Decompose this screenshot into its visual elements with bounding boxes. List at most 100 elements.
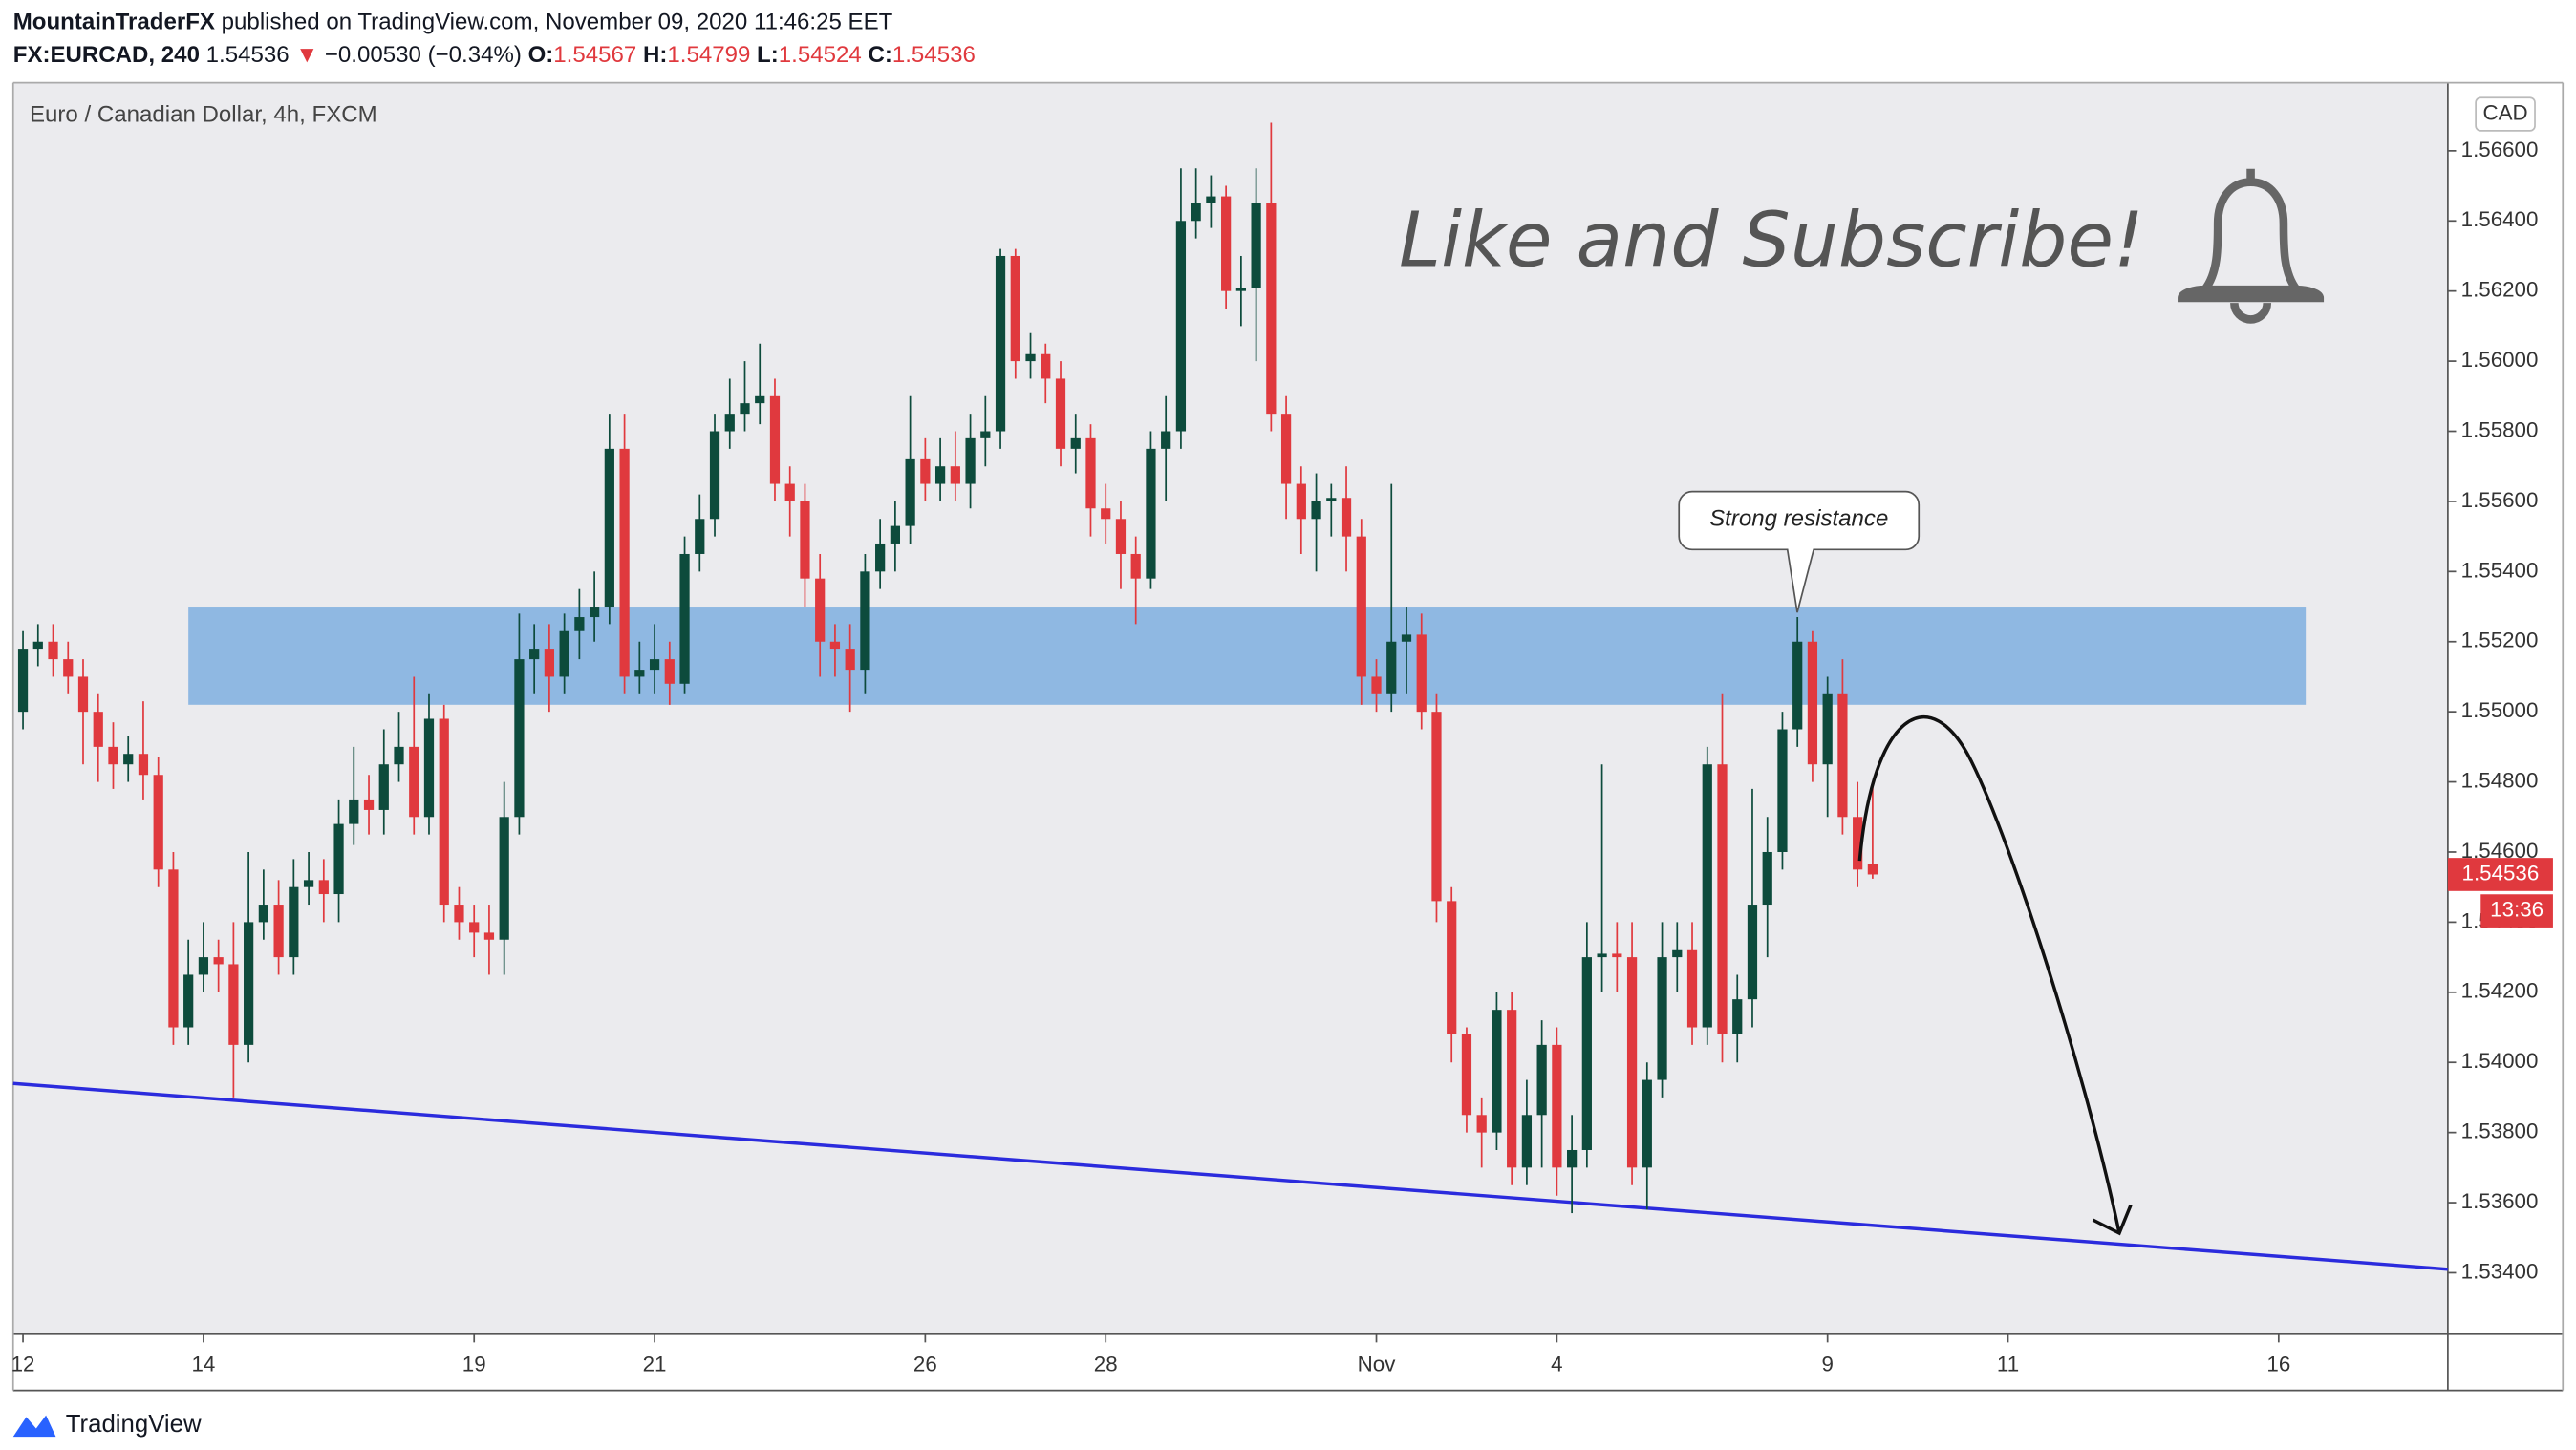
candle-body xyxy=(333,823,344,895)
candle-body xyxy=(1612,953,1622,958)
candle-body xyxy=(1672,949,1683,958)
candle-body xyxy=(875,543,886,572)
candle-body xyxy=(363,799,375,810)
candle-body xyxy=(423,718,435,818)
arrow-head xyxy=(2092,1204,2133,1236)
candle-body xyxy=(800,501,810,579)
candle-body xyxy=(318,880,329,895)
x-tick-label: 11 xyxy=(1997,1352,2019,1375)
chart-layer: 1.56600 1.56400 1.56200 1.56000 1.55800 1.556… xyxy=(11,122,2539,1376)
candle-body xyxy=(1115,519,1127,554)
price-badge xyxy=(2447,858,2553,891)
candle-body xyxy=(1461,1034,1472,1116)
candle-body xyxy=(1867,864,1878,875)
candle-body xyxy=(1070,437,1081,449)
candle-body xyxy=(1206,196,1216,203)
y-tick-label: 1.56400 xyxy=(2461,207,2539,231)
x-tick-label: 9 xyxy=(1821,1352,1833,1375)
chart-title: Euro / Canadian Dollar, 4h, FXCM xyxy=(30,102,377,128)
candle-body xyxy=(920,458,931,484)
candle-body xyxy=(934,466,946,484)
candle-body xyxy=(679,553,690,684)
candle-body xyxy=(514,659,525,818)
candle-body xyxy=(123,754,134,765)
candle-body xyxy=(1447,901,1457,1034)
candle-body xyxy=(1386,641,1397,694)
candle-body xyxy=(1657,957,1667,1080)
candle-body xyxy=(1085,437,1096,509)
candle-body xyxy=(454,905,464,923)
candle-body xyxy=(273,905,284,958)
candle-body xyxy=(1777,729,1788,852)
candle-body xyxy=(108,746,118,765)
candle-body xyxy=(950,466,960,484)
candle-body xyxy=(724,414,735,432)
candle-body xyxy=(740,403,750,415)
candle-body xyxy=(1251,203,1261,288)
candle-body xyxy=(1280,414,1292,484)
candle-body xyxy=(1552,1044,1562,1168)
logo-icon xyxy=(12,1415,56,1438)
y-tick-label: 1.53800 xyxy=(2461,1119,2539,1143)
candle-body xyxy=(469,922,480,933)
candle-body xyxy=(1161,431,1171,449)
candle-body xyxy=(1041,353,1051,379)
candle-body xyxy=(1567,1149,1578,1168)
y-tick-label: 1.56000 xyxy=(2461,348,2539,372)
price-badge-label: 1.54536 xyxy=(2462,861,2540,885)
price-axis xyxy=(2447,82,2564,1334)
bell-icon xyxy=(2178,168,2325,324)
candle-body xyxy=(589,607,600,618)
candle-body xyxy=(32,641,43,650)
y-tick-label: 1.54000 xyxy=(2461,1049,2539,1073)
y-tick-label: 1.56600 xyxy=(2461,138,2539,161)
x-tick-label: 4 xyxy=(1551,1352,1562,1375)
candle-body xyxy=(1311,501,1321,520)
candle-body xyxy=(93,712,103,747)
x-tick-label: 16 xyxy=(2266,1352,2290,1375)
candle-body xyxy=(1221,196,1232,291)
x-tick-label: Nov xyxy=(1358,1352,1397,1375)
candle-body xyxy=(1642,1079,1652,1168)
candle-body xyxy=(63,659,74,677)
candle-body xyxy=(1025,353,1036,362)
candle-body xyxy=(1266,203,1277,415)
symbol: FX:EURCAD, 240 xyxy=(13,42,200,68)
candle-body xyxy=(213,957,224,965)
candle-body xyxy=(1702,764,1712,1028)
candle-body xyxy=(634,670,645,677)
candle-body xyxy=(349,799,359,824)
candle-body xyxy=(1762,851,1772,906)
candle-body xyxy=(1101,508,1111,520)
candle-body xyxy=(890,525,900,544)
candle-body xyxy=(244,922,254,1045)
candle-body xyxy=(1356,536,1366,677)
candle-body xyxy=(1401,634,1412,642)
l: 1.54524 xyxy=(779,42,862,68)
arrow: ▼ xyxy=(295,42,318,68)
c-label: C: xyxy=(868,42,891,68)
candle-body xyxy=(965,437,976,484)
candle-body xyxy=(1341,498,1352,537)
candle-body xyxy=(1235,288,1246,291)
candle-body xyxy=(1191,203,1201,222)
candle-body xyxy=(168,869,179,1028)
last: 1.54536 xyxy=(206,42,290,68)
candle-body xyxy=(378,764,389,810)
candle-body xyxy=(829,641,841,650)
h: 1.54799 xyxy=(667,42,750,68)
header-line-1: MountainTraderFX published on TradingVie… xyxy=(13,10,893,35)
h-label: H: xyxy=(643,42,667,68)
x-tick-label: 28 xyxy=(1094,1352,1118,1375)
candle-body xyxy=(1326,498,1337,501)
candle-body xyxy=(559,630,569,677)
currency: CAD xyxy=(2482,100,2527,124)
candle-body xyxy=(755,395,765,404)
candle-body xyxy=(1717,764,1728,1034)
promo-text: Like and Subscribe! xyxy=(1399,195,2144,284)
candle-body xyxy=(544,649,555,677)
candle-body xyxy=(183,974,194,1028)
candle-body xyxy=(48,641,58,660)
candle-body xyxy=(769,395,781,484)
